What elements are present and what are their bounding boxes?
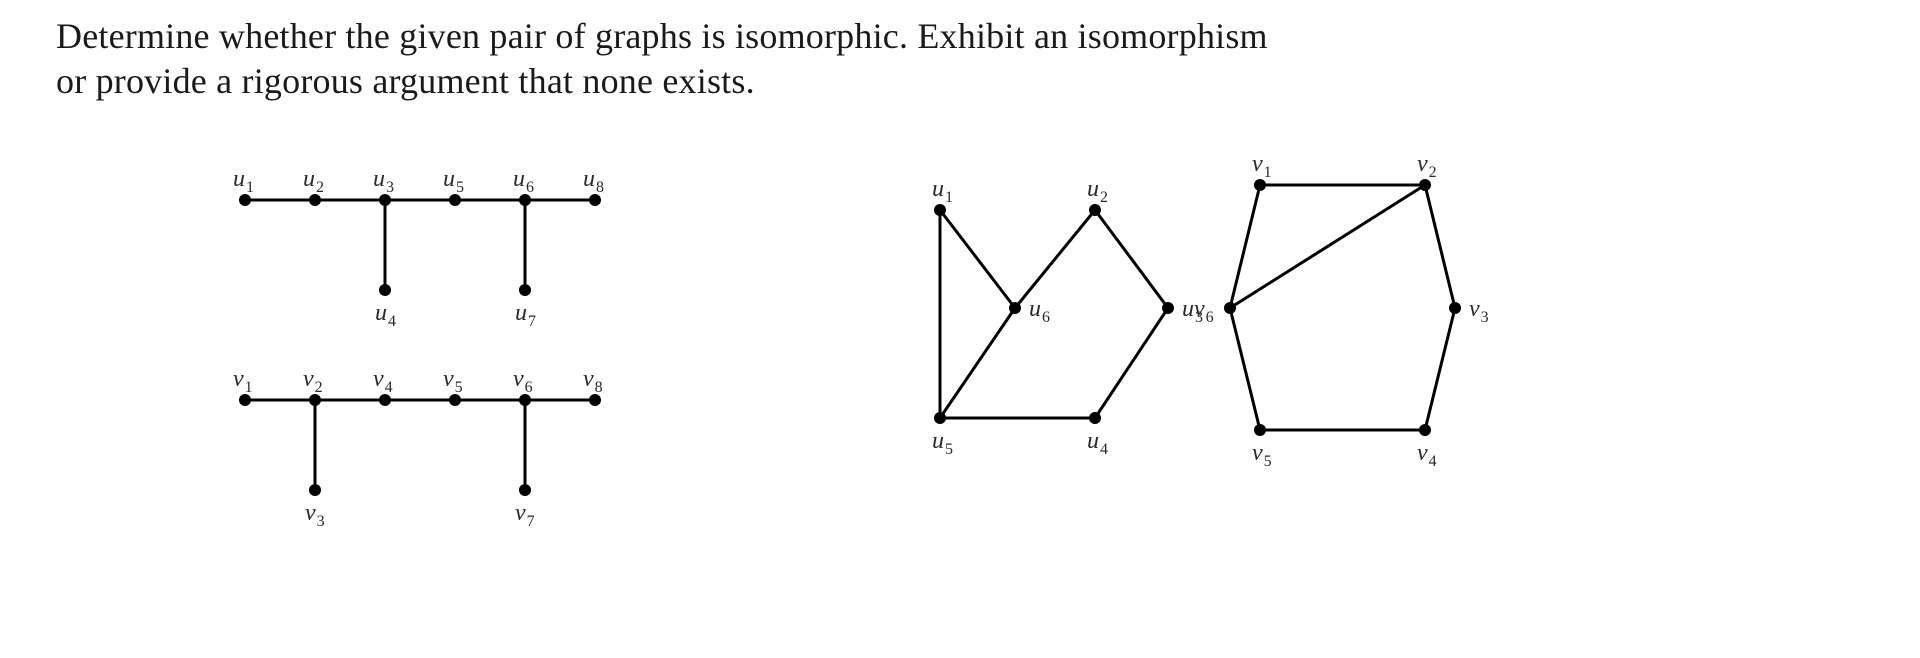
node-label: u6 <box>513 166 534 196</box>
graph-edge <box>940 308 1015 418</box>
graph-node <box>379 284 391 296</box>
graph-node <box>1009 302 1021 314</box>
node-label: v4 <box>1417 440 1437 470</box>
graph-canvas: u1 u2 u3 u5 u6 u8 u4 u7 v1 v2 v4 v5 v6 v8 v3 v7 u1 u2 u6 u3… <box>0 0 1920 658</box>
pair2-graph-u: u1u2u6u3u5u4 <box>932 176 1203 458</box>
node-label: v2 <box>1417 151 1437 181</box>
graph-node <box>519 284 531 296</box>
node-label: u6 <box>1029 296 1050 326</box>
node-label: v3 <box>1469 296 1489 326</box>
pair1-graph-u: u1 u2 u3 u5 u6 u8 u4 u7 <box>233 166 604 330</box>
node-label: v8 <box>583 366 603 396</box>
pair2-graph-v: v1 v2 v6 v3 v5 v4 <box>1194 151 1489 470</box>
node-label: u1 <box>932 176 953 206</box>
node-label: u3 <box>373 166 394 196</box>
graph-edge <box>1095 210 1168 308</box>
graph-edge <box>1095 308 1168 418</box>
node-label: u2 <box>303 166 324 196</box>
graph-node <box>1224 302 1236 314</box>
graph-edge <box>1425 185 1455 308</box>
graph-node <box>1089 412 1101 424</box>
graph-node <box>934 412 946 424</box>
graph-node <box>1162 302 1174 314</box>
page: Determine whether the given pair of grap… <box>0 0 1920 658</box>
graph-node <box>519 484 531 496</box>
node-label: v6 <box>513 366 533 396</box>
graph-edge <box>1230 185 1260 308</box>
node-label: v5 <box>443 366 463 396</box>
node-label: v3 <box>305 500 325 530</box>
node-label: u8 <box>583 166 604 196</box>
node-label: v1 <box>1252 151 1272 181</box>
graph-edge <box>1230 185 1425 308</box>
pair1-graph-v: v1 v2 v4 v5 v6 v8 v3 v7 <box>233 366 603 530</box>
graph-node <box>1419 424 1431 436</box>
node-label: u4 <box>1087 428 1108 458</box>
node-label: v7 <box>515 500 535 530</box>
node-label: v6 <box>1194 296 1214 326</box>
node-label: v5 <box>1252 440 1272 470</box>
node-label: u7 <box>515 300 536 330</box>
node-label: v4 <box>373 366 393 396</box>
node-label: v2 <box>303 366 323 396</box>
node-label: u2 <box>1087 176 1108 206</box>
graph-edge <box>1425 308 1455 430</box>
graph-node <box>1449 302 1461 314</box>
graph-node <box>1254 424 1266 436</box>
node-label: u4 <box>375 300 396 330</box>
graph-edge <box>1230 308 1260 430</box>
node-label: u5 <box>932 428 953 458</box>
node-label: u1 <box>233 166 254 196</box>
graph-edge <box>940 210 1015 308</box>
node-label: u5 <box>443 166 464 196</box>
graph-node <box>309 484 321 496</box>
graph-edge <box>1015 210 1095 308</box>
node-label: v1 <box>233 366 253 396</box>
